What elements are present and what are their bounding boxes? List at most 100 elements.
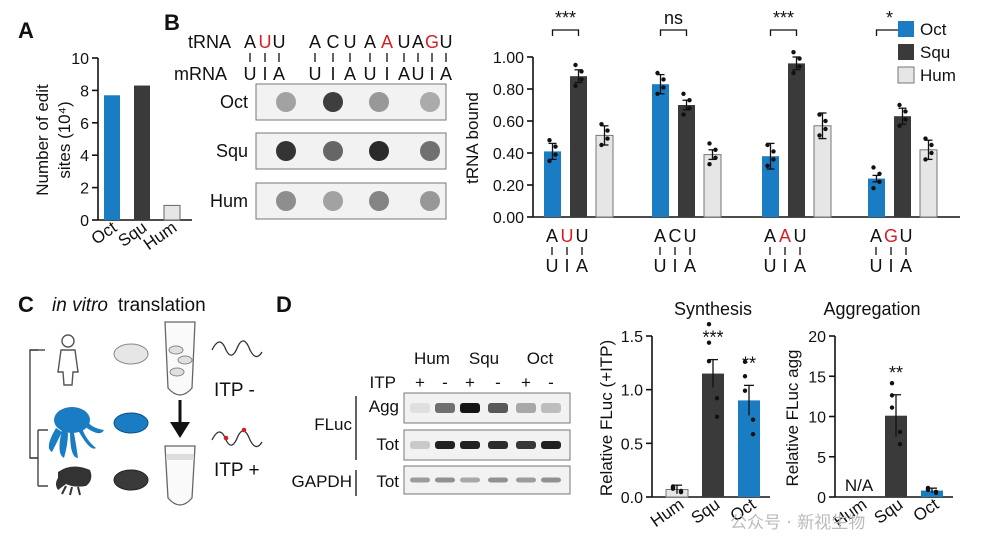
- aggregation-y-tick-label: 20: [808, 329, 826, 346]
- synthesis-y-tick-label: 0.5: [621, 436, 643, 453]
- panel-b-point: [681, 91, 686, 97]
- mrna-icon-plus: [211, 427, 263, 448]
- itp-sign: +: [465, 373, 475, 392]
- trna-letter: U: [344, 32, 357, 52]
- blot-dot: [276, 191, 296, 211]
- blot-band: [516, 441, 536, 449]
- panel-b-point: [687, 98, 692, 103]
- panel-b-point: [765, 163, 770, 168]
- aggregation-y-tick-label: 0: [817, 490, 826, 507]
- panel-b-y-tick-label: 0.00: [493, 210, 524, 227]
- panel-b-point: [713, 147, 718, 152]
- panel-c-title-rest: translation: [118, 295, 206, 316]
- blot-band: [516, 477, 536, 483]
- panel-b-point: [871, 165, 876, 170]
- panel-b-point: [605, 128, 610, 133]
- mrna-label: mRNA: [174, 64, 227, 84]
- panel-a-ylabel-2: sites (10⁴): [55, 101, 74, 178]
- synthesis-ylabel: Relative FLuc (+ITP): [597, 340, 616, 496]
- aggregation-y-tick-label: 10: [808, 410, 826, 427]
- blot-band: [435, 477, 455, 483]
- blot-band: [488, 441, 508, 449]
- panel-b-bar-hum: [813, 125, 832, 218]
- panel-b-point: [823, 118, 828, 124]
- panel-b-point: [707, 141, 712, 146]
- panel-b-sig-bracket: [769, 29, 798, 36]
- blot-dot: [420, 191, 440, 211]
- blot-dot: [323, 92, 343, 112]
- panel-a-y-tick-label: 10: [71, 51, 89, 68]
- panel-b-bar-squ: [788, 63, 805, 218]
- blot-band: [410, 477, 430, 483]
- panel-b-point: [707, 162, 712, 167]
- mrna-letter: U: [309, 64, 322, 84]
- panel-b-bar-squ: [678, 105, 695, 217]
- synthesis-point: [742, 388, 748, 393]
- panel-b-bar-hum: [703, 154, 722, 218]
- mrna-letter: A: [344, 64, 356, 84]
- panel-b-point: [877, 171, 882, 176]
- synthesis-point: [742, 359, 748, 364]
- panel-b-sig-bracket: [659, 29, 688, 36]
- panel-b-point: [547, 158, 552, 164]
- synthesis-y-tick-label: 0.0: [621, 490, 643, 507]
- panel-b-codon-letter: G: [884, 226, 898, 246]
- fluc-label: FLuc: [314, 415, 352, 434]
- mrna-icon-minus: [211, 340, 263, 358]
- trna-label: tRNA: [188, 32, 231, 52]
- panel-b-sig-bracket: [551, 29, 580, 36]
- blot-dot: [369, 141, 389, 161]
- panel-b-legend-swatch-hum: [897, 66, 915, 84]
- panel-b-point: [599, 122, 604, 127]
- panel-b-mrna-letter: I: [782, 256, 787, 276]
- panel-b-ylabel: tRNA bound: [463, 92, 482, 184]
- panel-a-ylabel-1: Number of edit: [33, 84, 52, 196]
- synthesis-x-label: Squ: [688, 495, 724, 528]
- panel-c-label: C: [18, 292, 34, 317]
- aggregation-bar-oct: [921, 490, 943, 497]
- panel-b-point: [903, 117, 908, 122]
- trna-letter: C: [327, 32, 340, 52]
- trna-letter: A: [244, 32, 256, 52]
- panel-b-point: [579, 77, 584, 82]
- synthesis-bar-squ: [702, 373, 724, 497]
- tube-bottom-icon: [164, 445, 196, 506]
- tube-top-icon: [164, 321, 196, 396]
- panel-b-point: [897, 123, 902, 128]
- mrna-letter: A: [398, 64, 410, 84]
- aggregation-point: [933, 490, 939, 496]
- synthesis-y-tick-label: 1.0: [621, 383, 643, 400]
- blot-group-label: Squ: [469, 349, 499, 368]
- panel-b-point: [929, 150, 934, 156]
- blot-band: [516, 403, 536, 413]
- blot-dot: [276, 92, 296, 112]
- panel-b-point: [771, 149, 776, 154]
- blot-band: [488, 477, 508, 483]
- aggregation-point: [889, 393, 895, 398]
- panel-b-codon-letter: A: [654, 226, 666, 246]
- panel-b-mrna-letter: I: [672, 256, 677, 276]
- panel-b-codon-letter: U: [900, 226, 913, 246]
- panel-b-point: [655, 70, 660, 76]
- panel-b-mrna-letter: U: [870, 256, 883, 276]
- blot-band: [435, 441, 455, 449]
- panel-b-codon-letter: U: [561, 226, 574, 246]
- panel-b-point: [687, 106, 692, 111]
- panel-b-point: [599, 142, 604, 148]
- blot-band: [410, 403, 430, 413]
- itp-sign: +: [521, 373, 531, 392]
- blot-band: [460, 477, 480, 483]
- aggregation-x-label: Oct: [910, 495, 943, 526]
- aggregation-point: [925, 485, 931, 491]
- mrna-letter: I: [262, 64, 267, 84]
- panel-a-x-label: Hum: [140, 218, 180, 254]
- panel-b-mrna-letter: A: [684, 256, 696, 276]
- trna-letter: A: [412, 32, 424, 52]
- blot-band: [541, 403, 561, 413]
- blot-dot: [276, 141, 296, 161]
- panel-b-point: [897, 102, 902, 108]
- panel-b-mrna-letter: U: [764, 256, 777, 276]
